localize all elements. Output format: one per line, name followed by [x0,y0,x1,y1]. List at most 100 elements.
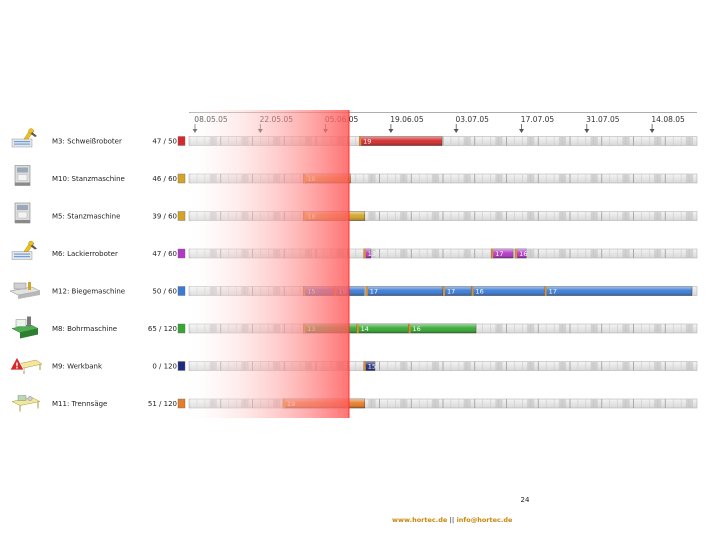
machine-label: M12: Biegemaschine [52,288,125,296]
machine-label: M9: Werkbank [52,363,103,371]
weekend-block [368,174,376,183]
job-id-label: 16 [475,288,483,296]
job-id-label: 16 [412,325,420,333]
machine-load: 46 / 60 [152,175,177,183]
job-start-marker [359,136,362,146]
weekend-block [495,362,503,370]
job-bar-gloss [363,249,371,258]
weekend-block [685,362,694,370]
job-id-label: 17 [495,250,503,258]
job-bar-gloss [356,324,409,333]
job-start-marker [363,361,366,371]
weekend-block [685,399,694,408]
warning-workbench-icon: ! [9,356,43,374]
date-label: 19.06.05 [390,115,424,124]
machine-label: M8: Bohrmaschine [52,325,117,333]
weekend-block [590,212,598,220]
job-start-marker [515,249,518,258]
job-id-label: 19 [363,138,371,146]
weekend-block [527,212,535,220]
weekend-block [590,362,598,370]
bending-machine-icon [9,282,41,299]
email-link[interactable]: info@hortec.de [456,516,513,524]
weekend-block [654,137,662,145]
machine-color-swatch [177,398,186,409]
machine-row[interactable]: M3: Schweißroboter 47 / 50 19 [11,128,698,148]
machine-color-swatch [177,323,186,334]
machine-color-swatch [177,136,186,146]
weekend-block [463,362,471,370]
machine-load: 0 / 120 [152,363,177,371]
weekend-block [400,174,408,183]
job-id-label: 15 [368,363,376,371]
machine-load: 50 / 60 [152,288,177,296]
weekend-block [654,324,662,333]
machine-row[interactable]: M6: Lackierroboter 47 / 60 13 17 16 [11,240,698,260]
weekend-block [685,137,694,145]
machine-row[interactable]: ! M9: Werkbank 0 / 120 15 [9,356,698,374]
job-start-marker [443,286,445,296]
job-bar[interactable]: 17 [365,286,444,296]
weekend-block [685,174,694,183]
weekend-block [495,137,503,145]
job-bar-gloss [363,361,375,371]
weekend-block [431,212,440,220]
weekend-block [431,399,440,408]
weekend-block [622,324,630,333]
weekend-block [622,174,630,183]
weekend-block [558,137,567,145]
weekend-block [368,399,376,408]
weekend-block [558,362,567,370]
weekend-block [558,174,567,183]
footer-separator: || [449,516,455,524]
weekend-block [431,174,440,183]
weekend-block [622,137,630,145]
job-bar[interactable]: 16 [408,323,477,333]
job-bar-gloss [408,324,477,333]
weekend-block [400,212,408,220]
job-bar[interactable]: 17 [544,286,693,296]
website-link[interactable]: www.hortec.de [392,516,448,524]
footer-links: www.hortec.de || info@hortec.de [392,516,512,524]
job-bar[interactable]: 17 [491,248,514,258]
job-bar[interactable]: 16 [471,286,545,296]
weekend-block [685,212,694,220]
job-bar[interactable]: 14 [356,323,409,333]
weekend-block [590,324,598,333]
job-bar[interactable]: 15 [363,361,376,371]
job-bar[interactable]: 16 [514,248,527,258]
machine-label: M10: Stanzmaschine [52,175,125,183]
weekend-block [590,174,598,183]
machine-color-swatch [177,211,186,221]
machine-color-swatch [177,286,186,296]
weekend-block [622,399,630,408]
robot-arm-icon [11,128,37,148]
weekend-block [527,324,535,333]
machine-rows: M3: Schweißroboter 47 / 50 19 M10: Stanzmas… [9,128,698,412]
weekend-block [495,212,503,220]
saw-table-icon [11,395,41,412]
machine-load: 47 / 50 [152,138,177,146]
weekend-block [400,249,408,258]
date-marker-arrow [649,129,655,133]
drill-machine-icon [11,316,39,339]
weekend-block [495,399,503,408]
weekend-block [558,399,567,408]
date-label: 03.07.05 [455,115,489,124]
weekend-block [654,362,662,370]
svg-text:!: ! [15,362,19,371]
job-bar[interactable]: 19 [358,136,443,146]
weekend-block [527,399,535,408]
weekend-block [558,249,567,258]
job-bar[interactable]: 13 [363,248,376,258]
weekend-block [654,212,662,220]
job-bar[interactable]: 17 [442,286,472,296]
job-start-marker [365,286,368,296]
weekend-block [463,174,471,183]
weekend-block [654,174,662,183]
